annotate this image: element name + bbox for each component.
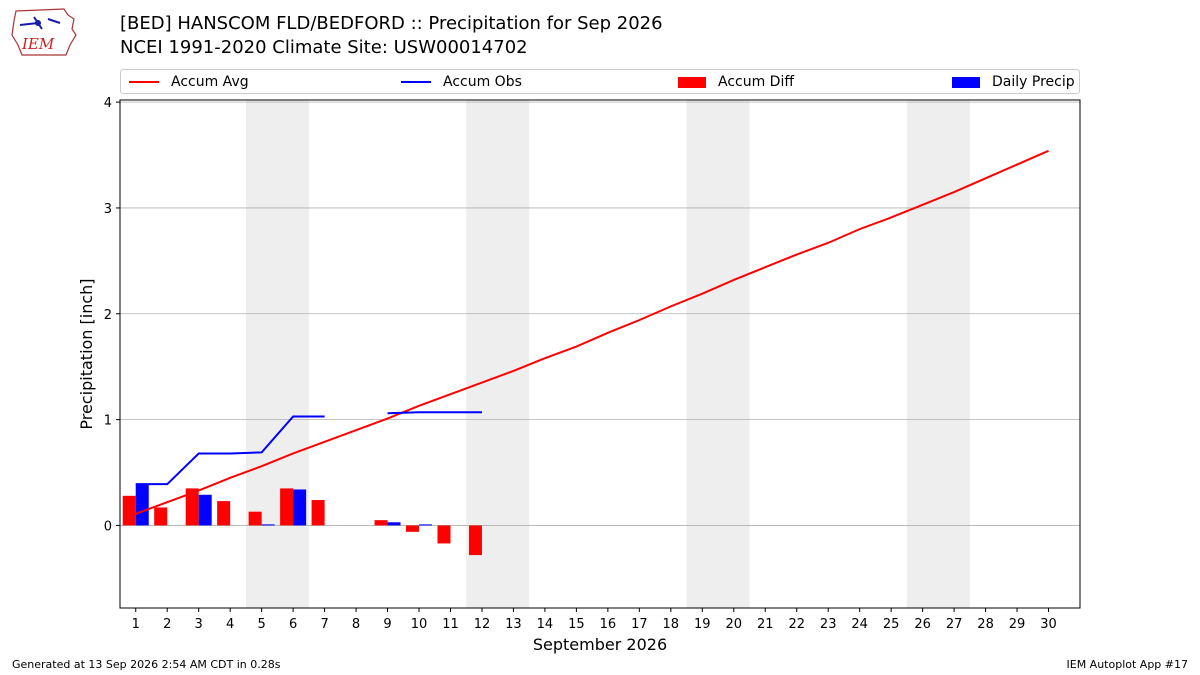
daily-precip-bar-6 — [293, 489, 307, 526]
daily-precip-bar-10 — [419, 524, 433, 526]
chart-subtitle: NCEI 1991-2020 Climate Site: USW00014702 — [120, 37, 528, 58]
daily-precip-bar-1 — [135, 484, 149, 526]
x-tick-label-13: 13 — [505, 617, 522, 632]
legend-label-accum-obs: Accum Obs — [443, 74, 522, 90]
x-tick-label-12: 12 — [474, 617, 491, 632]
accum-diff-bar-4 — [217, 501, 231, 526]
x-tick-label-25: 25 — [883, 617, 900, 632]
footer-app: IEM Autoplot App #17 — [1066, 658, 1189, 671]
weekend-band-2 — [686, 100, 750, 608]
x-tick-label-10: 10 — [411, 617, 428, 632]
x-axis-label: September 2026 — [533, 635, 667, 654]
x-tick-label-11: 11 — [442, 617, 459, 632]
x-tick-label-6: 6 — [289, 617, 297, 632]
x-tick-label-18: 18 — [663, 617, 680, 632]
legend-label-accum-avg: Accum Avg — [171, 74, 249, 90]
x-tick-label-7: 7 — [320, 617, 328, 632]
accum-diff-bar-1 — [122, 495, 136, 526]
x-tick-label-30: 30 — [1040, 617, 1057, 632]
legend-swatch-daily-precip — [952, 76, 980, 88]
accum-diff-bar-2 — [154, 507, 168, 526]
x-tick-label-23: 23 — [820, 617, 837, 632]
legend-item-daily-precip: Daily Precip — [952, 73, 1075, 91]
x-tick-label-29: 29 — [1009, 617, 1026, 632]
accum-diff-bar-6 — [280, 488, 294, 526]
weekend-band-3 — [906, 100, 970, 608]
x-tick-label-22: 22 — [788, 617, 805, 632]
x-tick-label-8: 8 — [352, 617, 360, 632]
x-tick-label-20: 20 — [725, 617, 742, 632]
legend: Accum Avg Accum Obs Accum Diff Daily Pre… — [120, 69, 1080, 94]
legend-item-accum-obs: Accum Obs — [401, 73, 522, 91]
x-tick-label-16: 16 — [600, 617, 617, 632]
legend-item-accum-diff: Accum Diff — [678, 73, 794, 91]
legend-item-accum-avg: Accum Avg — [129, 73, 249, 91]
accum-diff-bar-10 — [406, 525, 420, 532]
y-tick-label-1: 1 — [104, 414, 112, 429]
accum-diff-bar-7 — [311, 500, 325, 526]
daily-precip-bar-9 — [387, 522, 401, 526]
x-tick-label-26: 26 — [914, 617, 931, 632]
weekend-band-1 — [466, 100, 530, 608]
accum-diff-bar-11 — [437, 525, 451, 544]
x-tick-label-21: 21 — [757, 617, 774, 632]
legend-label-daily-precip: Daily Precip — [992, 74, 1075, 90]
x-tick-label-28: 28 — [977, 617, 994, 632]
accum-diff-bar-9 — [374, 520, 388, 526]
x-tick-label-2: 2 — [163, 617, 171, 632]
y-axis-label: Precipitation [inch] — [77, 278, 96, 429]
x-tick-label-24: 24 — [851, 617, 868, 632]
accum-obs-line-1 — [387, 411, 482, 415]
accum-diff-bar-12 — [468, 525, 482, 556]
legend-label-accum-diff: Accum Diff — [718, 74, 795, 90]
x-tick-label-5: 5 — [257, 617, 265, 632]
iem-logo: IEM — [11, 8, 77, 56]
x-tick-label-27: 27 — [946, 617, 963, 632]
accum-diff-bar-5 — [248, 511, 262, 526]
legend-swatch-accum-diff — [678, 76, 706, 88]
y-tick-label-2: 2 — [104, 308, 112, 323]
legend-swatch-accum-obs — [401, 81, 431, 83]
daily-precip-bar-5 — [261, 524, 275, 526]
footer-generated: Generated at 13 Sep 2026 2:54 AM CDT in … — [12, 658, 281, 671]
x-tick-label-17: 17 — [631, 617, 648, 632]
daily-precip-bar-3 — [198, 494, 212, 526]
x-tick-label-14: 14 — [537, 617, 554, 632]
logo-text: IEM — [21, 35, 55, 53]
x-tick-label-15: 15 — [568, 617, 585, 632]
x-tick-label-9: 9 — [383, 617, 391, 632]
x-tick-label-1: 1 — [132, 617, 140, 632]
y-tick-label-0: 0 — [104, 519, 112, 534]
accum-avg-line — [135, 149, 1049, 515]
x-tick-label-3: 3 — [195, 617, 203, 632]
legend-swatch-accum-avg — [129, 81, 159, 83]
weekend-band-0 — [245, 100, 309, 608]
y-tick-label-4: 4 — [104, 96, 112, 111]
y-tick-label-3: 3 — [104, 202, 112, 217]
chart-title: [BED] HANSCOM FLD/BEDFORD :: Precipitati… — [120, 13, 663, 34]
x-tick-label-4: 4 — [226, 617, 234, 632]
x-tick-label-19: 19 — [694, 617, 711, 632]
accum-obs-line-0 — [135, 415, 325, 486]
plot-frame — [119, 99, 1081, 609]
accum-diff-bar-3 — [185, 488, 199, 526]
